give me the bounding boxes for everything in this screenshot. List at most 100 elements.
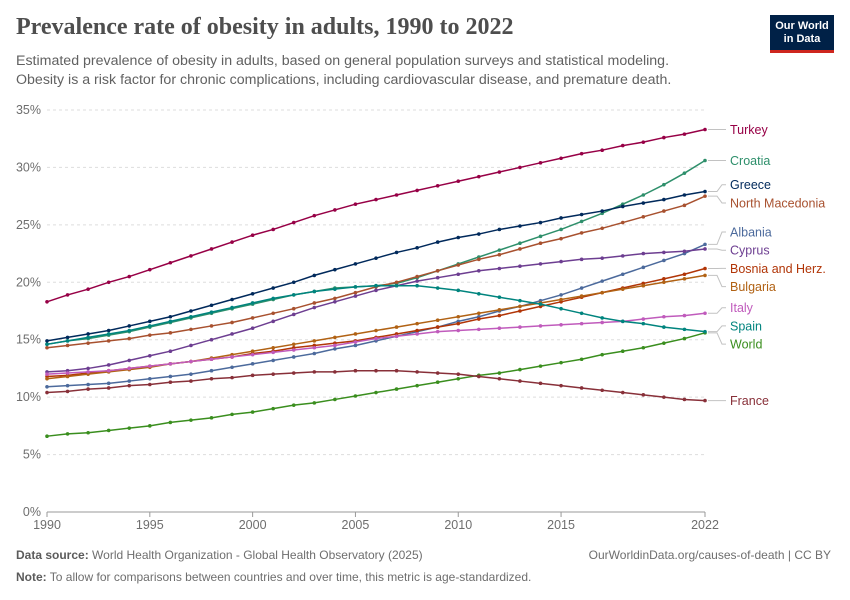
data-point-italy[interactable]	[189, 359, 193, 364]
data-point-italy[interactable]	[250, 352, 255, 357]
legend-label-north-macedonia[interactable]: North Macedonia	[730, 196, 825, 210]
data-point-turkey[interactable]	[620, 143, 625, 148]
data-point-france[interactable]	[189, 379, 193, 383]
data-point-spain[interactable]	[703, 329, 707, 334]
data-point-cyprus[interactable]	[230, 332, 234, 336]
data-point-turkey[interactable]	[518, 165, 522, 170]
data-point-spain[interactable]	[209, 310, 214, 314]
data-point-turkey[interactable]	[477, 174, 481, 179]
data-point-cyprus[interactable]	[620, 254, 625, 258]
data-point-cyprus[interactable]	[415, 279, 419, 283]
data-point-croatia[interactable]	[703, 158, 707, 163]
data-point-north-macedonia[interactable]	[477, 257, 481, 262]
data-point-spain[interactable]	[168, 319, 173, 324]
data-point-north-macedonia[interactable]	[230, 320, 234, 325]
legend-label-italy[interactable]: Italy	[730, 301, 754, 315]
data-point-albania[interactable]	[333, 347, 337, 351]
data-point-bulgaria[interactable]	[65, 374, 70, 379]
data-point-albania[interactable]	[127, 379, 132, 383]
series-line-france[interactable]	[46, 369, 706, 402]
data-point-cyprus[interactable]	[127, 358, 132, 363]
data-point-france[interactable]	[641, 393, 646, 397]
data-point-albania[interactable]	[271, 358, 275, 363]
data-point-france[interactable]	[620, 390, 625, 395]
data-point-turkey[interactable]	[353, 202, 358, 206]
data-point-turkey[interactable]	[106, 280, 111, 285]
data-point-north-macedonia[interactable]	[579, 231, 584, 235]
legend-label-world[interactable]: World	[730, 338, 762, 352]
data-point-albania[interactable]	[641, 265, 646, 270]
data-point-albania[interactable]	[65, 383, 70, 388]
data-point-greece[interactable]	[271, 286, 275, 290]
data-point-greece[interactable]	[86, 332, 90, 336]
data-point-world[interactable]	[600, 352, 604, 357]
data-point-italy[interactable]	[86, 370, 90, 374]
data-point-bulgaria[interactable]	[374, 328, 378, 333]
data-point-bosnia-and-herz[interactable]	[415, 328, 419, 333]
data-point-spain[interactable]	[620, 319, 625, 324]
data-point-bosnia-and-herz[interactable]	[518, 309, 522, 313]
data-point-north-macedonia[interactable]	[168, 331, 173, 335]
data-point-italy[interactable]	[682, 313, 687, 318]
data-point-greece[interactable]	[477, 232, 481, 236]
data-point-spain[interactable]	[662, 325, 666, 329]
data-point-spain[interactable]	[415, 283, 419, 288]
data-point-france[interactable]	[86, 387, 90, 391]
owid-logo[interactable]: Our World in Data	[770, 15, 834, 53]
data-point-greece[interactable]	[209, 303, 214, 308]
data-point-greece[interactable]	[189, 309, 193, 313]
data-point-world[interactable]	[230, 412, 234, 417]
legend-label-turkey[interactable]: Turkey	[730, 123, 768, 137]
data-point-italy[interactable]	[106, 368, 111, 373]
data-point-greece[interactable]	[106, 328, 111, 333]
source-text[interactable]: World Health Organization - Global Healt…	[92, 548, 423, 562]
data-point-world[interactable]	[250, 410, 255, 414]
data-point-spain[interactable]	[250, 301, 255, 305]
data-point-spain[interactable]	[333, 287, 337, 291]
data-point-bulgaria[interactable]	[682, 277, 687, 281]
data-point-italy[interactable]	[641, 317, 646, 321]
data-point-bulgaria[interactable]	[435, 318, 440, 322]
legend-label-greece[interactable]: Greece	[730, 178, 771, 192]
data-point-italy[interactable]	[230, 355, 234, 359]
data-point-bosnia-and-herz[interactable]	[662, 277, 666, 281]
data-point-bosnia-and-herz[interactable]	[497, 313, 502, 318]
data-point-france[interactable]	[703, 398, 707, 403]
data-point-cyprus[interactable]	[148, 353, 152, 358]
data-point-albania[interactable]	[250, 362, 255, 366]
data-point-world[interactable]	[127, 426, 132, 430]
data-point-bulgaria[interactable]	[600, 290, 604, 295]
data-point-turkey[interactable]	[45, 300, 49, 304]
data-point-turkey[interactable]	[312, 213, 317, 218]
data-point-spain[interactable]	[518, 298, 522, 303]
data-point-north-macedonia[interactable]	[662, 209, 666, 213]
data-point-bosnia-and-herz[interactable]	[703, 266, 707, 271]
data-point-france[interactable]	[209, 376, 214, 381]
series-line-albania[interactable]	[46, 243, 706, 388]
data-point-italy[interactable]	[168, 362, 173, 366]
data-point-france[interactable]	[579, 386, 584, 390]
data-point-albania[interactable]	[662, 258, 666, 263]
data-point-croatia[interactable]	[641, 193, 646, 197]
data-point-north-macedonia[interactable]	[127, 336, 132, 341]
data-point-greece[interactable]	[148, 319, 152, 324]
data-point-turkey[interactable]	[600, 148, 604, 152]
data-point-spain[interactable]	[600, 316, 604, 320]
data-point-cyprus[interactable]	[600, 256, 604, 260]
data-point-greece[interactable]	[579, 212, 584, 217]
data-point-italy[interactable]	[374, 336, 378, 341]
data-point-cyprus[interactable]	[703, 247, 707, 251]
data-point-bulgaria[interactable]	[497, 308, 502, 312]
data-point-greece[interactable]	[435, 240, 440, 244]
data-point-world[interactable]	[106, 428, 111, 433]
data-point-greece[interactable]	[65, 335, 70, 340]
data-point-greece[interactable]	[45, 339, 49, 343]
data-point-cyprus[interactable]	[559, 259, 563, 264]
data-point-world[interactable]	[456, 376, 461, 381]
data-point-france[interactable]	[148, 382, 152, 387]
data-point-italy[interactable]	[271, 350, 275, 355]
data-point-albania[interactable]	[148, 376, 152, 381]
data-point-world[interactable]	[682, 336, 687, 341]
data-point-spain[interactable]	[497, 295, 502, 300]
source-url[interactable]: OurWorldinData.org/causes-of-death | CC …	[588, 548, 831, 562]
